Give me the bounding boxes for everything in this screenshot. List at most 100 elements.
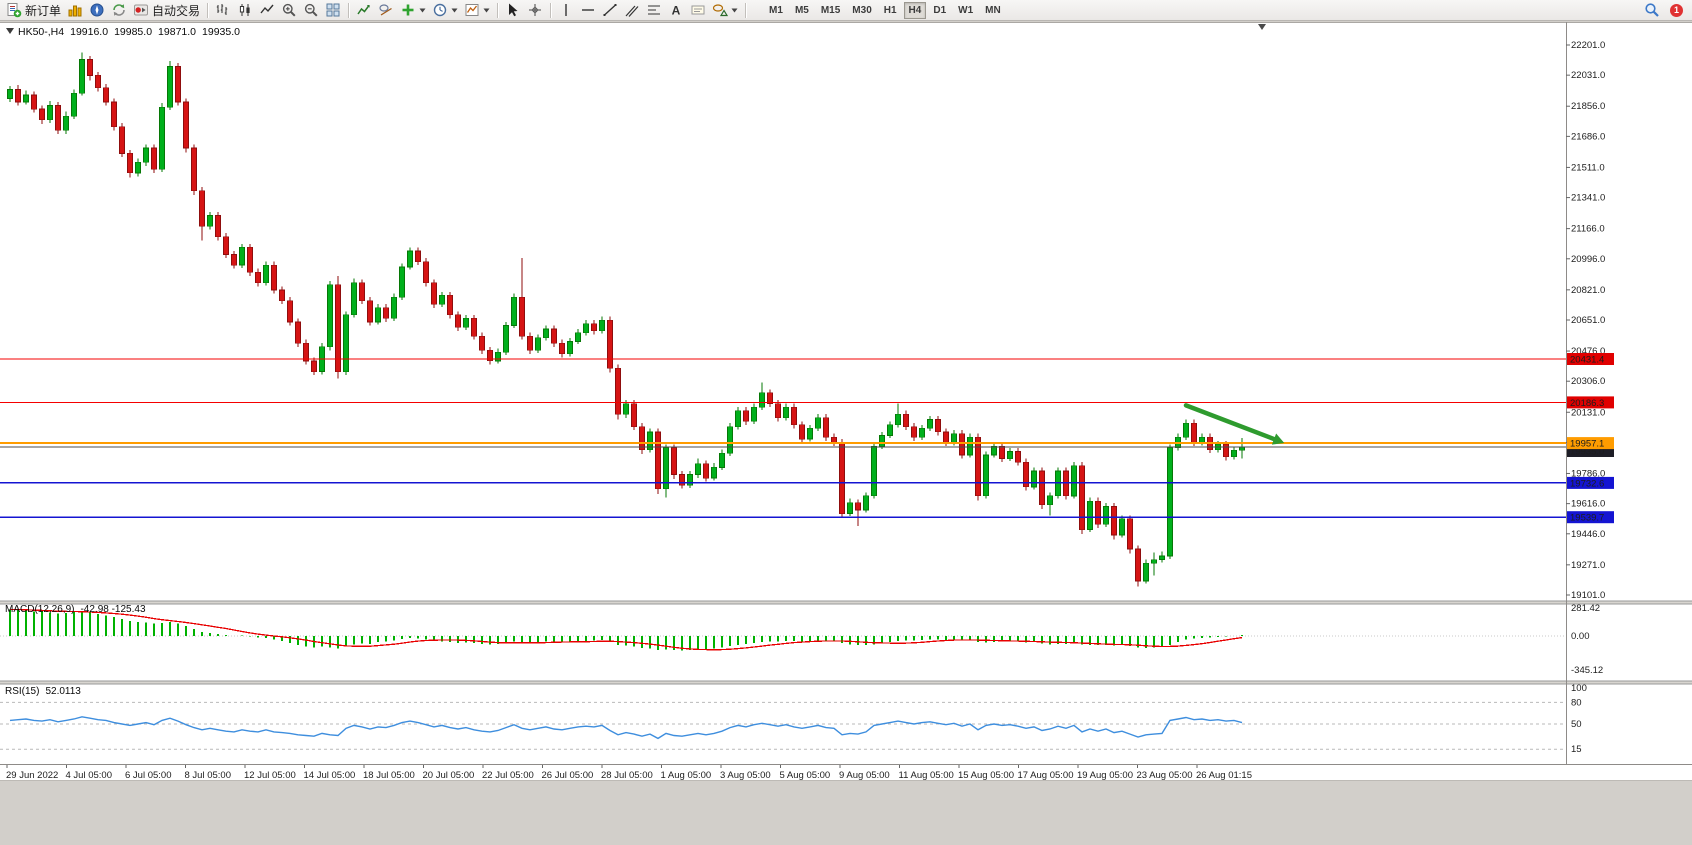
timeframe-m30-button[interactable]: M30 xyxy=(847,2,876,19)
text-tool-button[interactable]: A xyxy=(666,1,686,19)
navigator-icon xyxy=(90,3,104,17)
chart-axes[interactable]: 22201.0 22031.0 21856.0 21686.0 21511.0 21341… xyxy=(0,22,1692,781)
svg-text:20651.0: 20651.0 xyxy=(1571,315,1605,326)
tile-windows-button[interactable] xyxy=(323,1,343,19)
timeframe-m5-button[interactable]: M5 xyxy=(790,2,814,19)
shapes-tool-button[interactable] xyxy=(710,1,740,19)
timeframe-h4-button[interactable]: H4 xyxy=(903,1,927,19)
autotrading-label: 自动交易 xyxy=(152,3,201,18)
templates-button[interactable] xyxy=(462,1,492,19)
svg-text:0.00: 0.00 xyxy=(1571,631,1590,642)
timeframe-h1-button[interactable]: H1 xyxy=(879,2,902,19)
macd-label: MACD(12,26,9) -42.98 -125.43 xyxy=(5,604,152,615)
svg-text:19271.0: 19271.0 xyxy=(1571,560,1605,571)
objects-list-button[interactable] xyxy=(376,1,396,19)
autotrading-button[interactable]: 自动交易 xyxy=(131,1,202,19)
macd-indicator xyxy=(0,608,1566,651)
bar-chart-mode-button[interactable] xyxy=(213,1,233,19)
text-icon: A xyxy=(672,4,681,18)
vertical-line-tool-button[interactable] xyxy=(556,1,576,19)
chart-window: 22201.0 22031.0 21856.0 21686.0 21511.0 21341… xyxy=(0,22,1692,781)
toolbar: 新订单 自动交易 xyxy=(0,0,1692,21)
chart-canvas[interactable]: 22201.0 22031.0 21856.0 21686.0 21511.0 21341… xyxy=(0,22,1692,781)
ohlc-close: 19935.0 xyxy=(202,26,240,38)
svg-text:20821.0: 20821.0 xyxy=(1571,285,1605,296)
svg-text:21511.0: 21511.0 xyxy=(1571,162,1605,173)
timeframe-w1-button[interactable]: W1 xyxy=(953,2,978,19)
svg-text:-345.12: -345.12 xyxy=(1571,665,1603,676)
svg-text:20431.4: 20431.4 xyxy=(1570,355,1604,366)
svg-text:8 Jul 05:00: 8 Jul 05:00 xyxy=(185,770,231,780)
rsi-value: 52.0113 xyxy=(45,686,81,697)
text-label-tool-button[interactable] xyxy=(688,1,708,19)
svg-text:19446.0: 19446.0 xyxy=(1571,529,1605,540)
svg-text:21856.0: 21856.0 xyxy=(1571,101,1605,112)
cursor-tool-button[interactable] xyxy=(503,1,523,19)
macd-name: MACD(12,26,9) xyxy=(5,604,75,615)
svg-text:11 Aug 05:00: 11 Aug 05:00 xyxy=(899,770,954,780)
svg-text:19616.0: 19616.0 xyxy=(1571,499,1605,510)
trendline-tool-button[interactable] xyxy=(600,1,620,19)
terminal-refresh-icon xyxy=(113,4,125,16)
svg-text:9 Aug 05:00: 9 Aug 05:00 xyxy=(839,770,890,780)
toolbar-separator xyxy=(550,2,552,18)
chevron-down-icon xyxy=(419,8,426,12)
toolbar-separator xyxy=(348,2,350,18)
timeframe-m15-button[interactable]: M15 xyxy=(816,2,845,19)
new-order-label: 新订单 xyxy=(25,3,62,18)
svg-text:19732.6: 19732.6 xyxy=(1570,478,1604,489)
trend-arrow-annotation[interactable] xyxy=(1183,403,1285,445)
line-chart-mode-button[interactable] xyxy=(257,1,277,19)
svg-text:12 Jul 05:00: 12 Jul 05:00 xyxy=(244,770,296,780)
crosshair-tool-button[interactable] xyxy=(525,1,545,19)
indicators-button[interactable] xyxy=(354,1,374,19)
zoom-in-button[interactable] xyxy=(279,1,299,19)
svg-text:19101.0: 19101.0 xyxy=(1571,590,1605,601)
svg-text:21686.0: 21686.0 xyxy=(1571,131,1605,142)
svg-text:22201.0: 22201.0 xyxy=(1571,40,1605,51)
horizontal-line-tool-button[interactable] xyxy=(578,1,598,19)
new-order-button[interactable]: 新订单 xyxy=(4,1,63,19)
zoom-out-button[interactable] xyxy=(301,1,321,19)
rsi-label: RSI(15) 52.0113 xyxy=(5,686,87,697)
terminal-button[interactable] xyxy=(109,1,129,19)
svg-text:20131.0: 20131.0 xyxy=(1571,407,1605,418)
channel-tool-button[interactable] xyxy=(622,1,642,19)
new-order-icon xyxy=(7,3,22,18)
ohlc-open: 19916.0 xyxy=(70,26,109,38)
timeframe-m1-button[interactable]: M1 xyxy=(764,2,788,19)
market-watch-button[interactable] xyxy=(65,1,85,19)
zoom-out-icon xyxy=(304,3,318,17)
timeframe-d1-button[interactable]: D1 xyxy=(928,2,951,19)
workspace-background xyxy=(0,780,1692,845)
svg-text:23 Aug 05:00: 23 Aug 05:00 xyxy=(1137,770,1193,780)
toolbar-separator xyxy=(497,2,499,18)
svg-text:28 Jul 05:00: 28 Jul 05:00 xyxy=(601,770,653,780)
notifications-badge[interactable]: 1 xyxy=(1670,3,1683,17)
navigator-button[interactable] xyxy=(87,1,107,19)
add-indicator-button[interactable] xyxy=(398,1,428,19)
zoom-in-icon xyxy=(282,3,296,17)
chevron-down-icon xyxy=(731,8,738,12)
timeframe-mn-button[interactable]: MN xyxy=(980,2,1006,19)
rsi-name: RSI(15) xyxy=(5,686,40,697)
chart-shift-marker[interactable] xyxy=(1258,24,1266,30)
svg-text:80: 80 xyxy=(1571,697,1582,708)
svg-text:20476.0: 20476.0 xyxy=(1571,346,1605,357)
svg-text:19539.7: 19539.7 xyxy=(1570,513,1604,524)
equidistant-channel-icon xyxy=(625,5,639,17)
toolbar-separator xyxy=(745,2,747,18)
search-button[interactable] xyxy=(1642,1,1662,19)
svg-text:A: A xyxy=(672,4,681,18)
fibonacci-tool-button[interactable] xyxy=(644,1,664,19)
svg-text:14 Jul 05:00: 14 Jul 05:00 xyxy=(304,770,356,780)
candlestick-series xyxy=(7,52,1245,587)
horizontal-line-objects[interactable] xyxy=(0,358,1566,518)
svg-text:19 Aug 05:00: 19 Aug 05:00 xyxy=(1077,770,1133,780)
candlestick-icon xyxy=(239,4,250,16)
periods-button[interactable] xyxy=(430,1,460,19)
one-click-trading-toggle[interactable] xyxy=(6,28,14,34)
shapes-icon xyxy=(712,4,729,17)
candlestick-mode-button[interactable] xyxy=(235,1,255,19)
